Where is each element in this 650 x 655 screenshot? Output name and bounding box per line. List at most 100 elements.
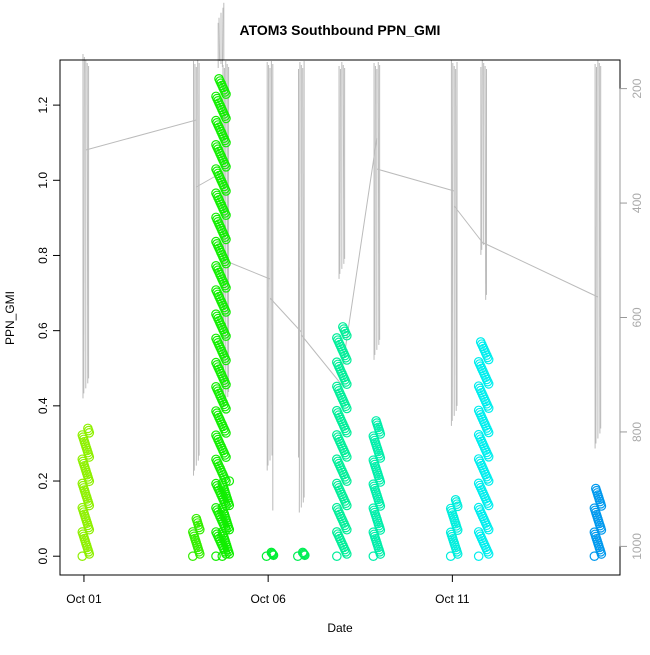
data-point (473, 429, 484, 440)
x-axis: Oct 01 Oct 06 Oct 11 (66, 574, 470, 606)
altitude-trace-line (374, 65, 376, 355)
altitude-trace-line (339, 68, 341, 274)
series-column (293, 547, 310, 562)
data-points-layer (77, 73, 607, 562)
data-point (473, 478, 484, 489)
altitude-trace-connector (376, 168, 455, 192)
y-axis: 0.0 0.2 0.4 0.6 0.8 1.0 1.2 (36, 96, 61, 565)
x-tick-label: Oct 11 (435, 592, 470, 606)
y-tick-label: 0.4 (36, 397, 50, 414)
data-point (224, 476, 235, 486)
altitude-trace-connector (483, 242, 599, 298)
data-point (77, 478, 88, 489)
data-point (450, 495, 461, 505)
data-point (300, 550, 310, 561)
y-tick-label: 0.0 (36, 548, 50, 565)
altitude-trace-line (595, 66, 597, 444)
data-point (211, 454, 221, 465)
data-point (211, 260, 221, 271)
altitude-trace-line (197, 59, 199, 461)
altitude-trace-line (451, 62, 454, 421)
data-point (297, 547, 308, 558)
y-tick-label: 1.0 (36, 172, 50, 189)
data-point (211, 285, 221, 295)
y-tick-label: 0.2 (36, 472, 50, 489)
data-point (338, 322, 348, 332)
data-point (368, 527, 379, 537)
data-point (473, 454, 484, 464)
data-point (590, 483, 601, 494)
altitude-trace-line (193, 63, 196, 471)
data-point (188, 551, 198, 562)
y2-tick-label: 400 (630, 193, 644, 213)
data-point (211, 164, 221, 174)
data-point (589, 551, 600, 562)
data-point (332, 333, 342, 343)
data-point (211, 478, 221, 489)
data-point (188, 527, 198, 537)
series-column (188, 513, 205, 562)
series-column (77, 423, 95, 562)
data-point (211, 139, 221, 150)
data-point (589, 527, 600, 537)
chart-title: ATOM3 Southbound PPN_GMI (240, 22, 441, 38)
altitude-trace-line (481, 59, 483, 250)
data-point (473, 357, 484, 367)
data-point (589, 503, 600, 513)
altitude-trace-line (218, 17, 221, 62)
series-column (217, 476, 235, 562)
altitude-trace-line (302, 67, 304, 503)
y-tick-label: 0.8 (36, 247, 50, 264)
data-point (368, 431, 379, 441)
data-point (371, 416, 381, 426)
y2-axis: 200 400 600 800 1000 (619, 78, 644, 560)
data-point (473, 551, 484, 562)
data-point (332, 454, 342, 464)
altitude-trace-line (598, 62, 601, 434)
data-point (332, 478, 342, 489)
data-point (266, 547, 277, 558)
data-point (211, 551, 221, 562)
data-point (211, 212, 221, 223)
data-point (473, 381, 484, 391)
data-point (332, 357, 342, 367)
altitude-trace-layer (82, 2, 602, 513)
data-point (77, 454, 88, 465)
x-axis-label: Date (327, 621, 353, 635)
data-point (368, 479, 379, 489)
data-point (473, 502, 484, 513)
data-point (445, 527, 456, 538)
data-point (211, 236, 221, 247)
data-point (211, 188, 221, 198)
altitude-trace-line (221, 7, 224, 68)
data-point (214, 73, 224, 84)
data-point (268, 550, 279, 561)
series-column (261, 547, 279, 562)
data-point (332, 430, 342, 440)
data-point (211, 527, 221, 537)
data-point (332, 502, 342, 513)
y2-tick-label: 200 (630, 78, 644, 98)
data-point (217, 527, 228, 537)
data-point (211, 406, 221, 416)
data-point (211, 503, 221, 513)
data-point (445, 551, 456, 562)
data-point (299, 549, 309, 560)
altitude-trace-line (223, 67, 225, 408)
data-point (217, 551, 228, 562)
x-tick-label: Oct 01 (66, 592, 102, 606)
altitude-trace-connector (85, 119, 197, 151)
data-point (368, 455, 379, 465)
altitude-trace-line (342, 64, 345, 264)
data-point (368, 503, 379, 513)
data-point (445, 503, 456, 514)
data-point (217, 478, 228, 489)
series-column (368, 416, 386, 562)
data-point (191, 513, 202, 524)
altitude-trace-line (298, 61, 301, 513)
data-point (77, 551, 88, 562)
data-point (83, 423, 93, 434)
data-point (332, 551, 342, 562)
